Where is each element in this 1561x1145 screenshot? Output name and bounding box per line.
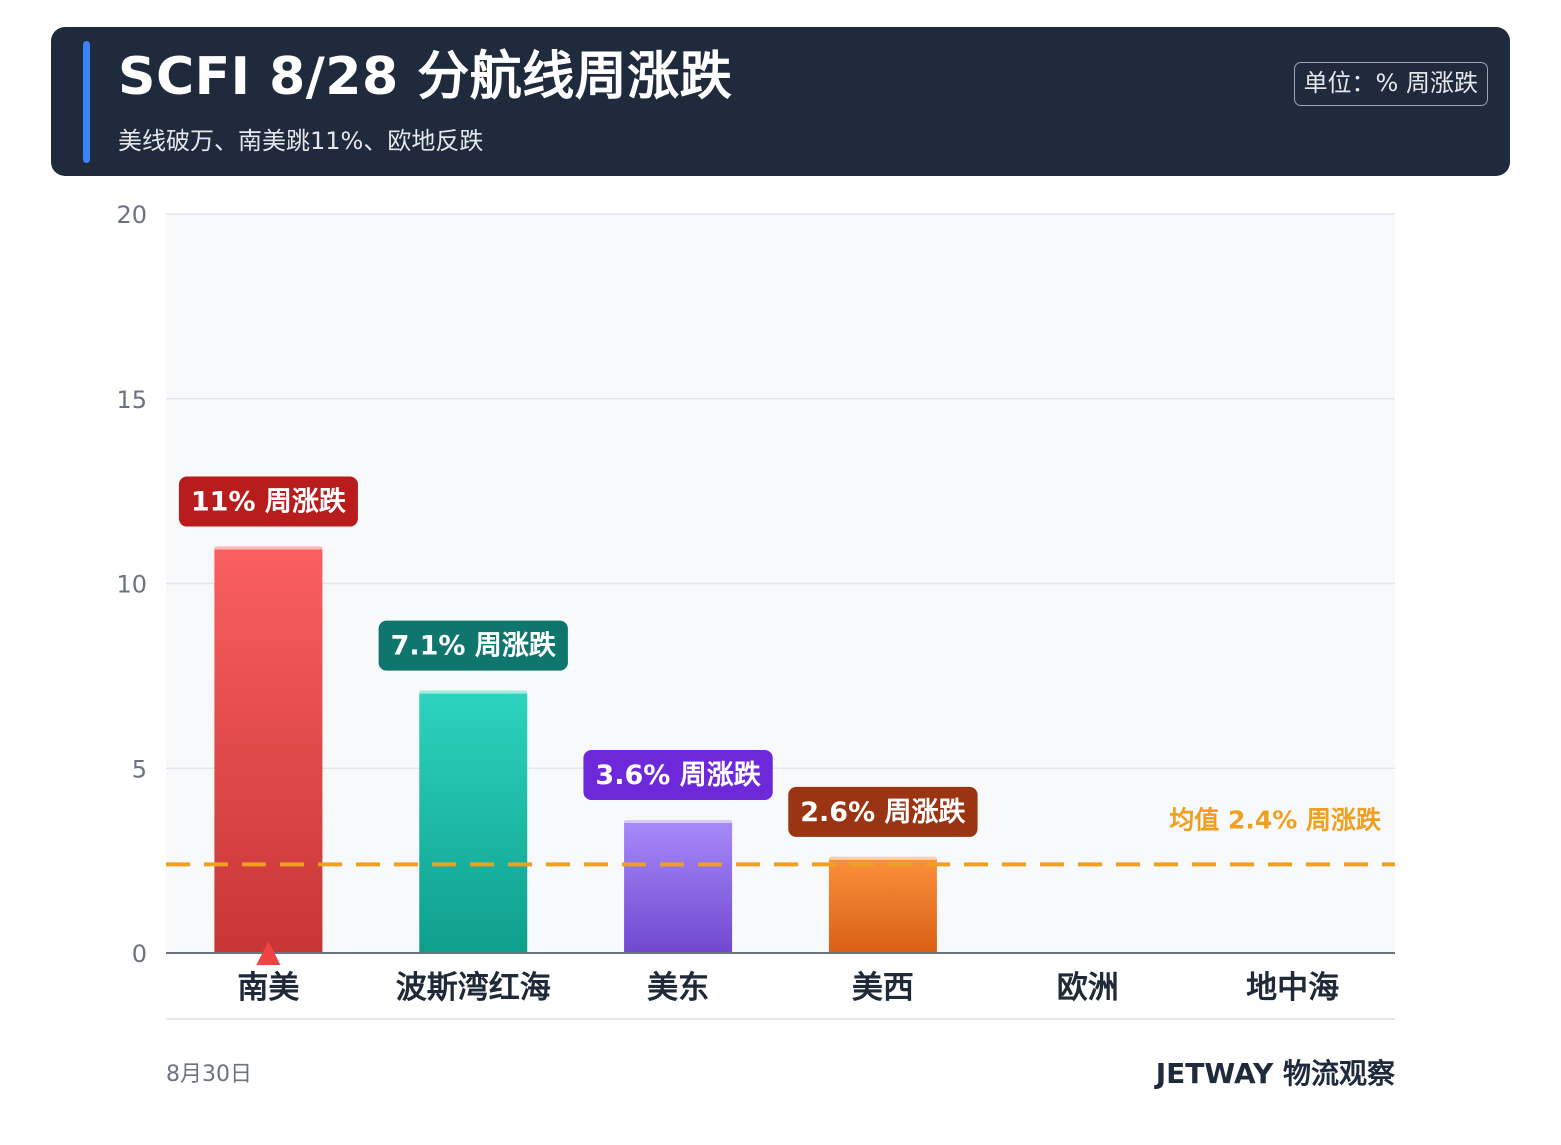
y-tick-label: 0 [132,940,147,968]
x-tick-label: 欧洲 [1057,970,1119,1006]
bar-top-highlight [419,690,528,694]
x-tick-label: 南美 [237,970,299,1006]
data-label: 11% 周涨跌 [191,487,346,518]
bar [214,546,323,953]
header-accent-bar [83,41,90,163]
bar-top-highlight [828,856,937,860]
footer-date: 8月30日 [166,1062,252,1087]
data-label: 2.6% 周涨跌 [800,797,965,828]
y-tick-label: 10 [116,571,147,599]
data-label-pill [378,620,568,671]
chart-title: SCFI 8/28 分航线周涨跌 [118,47,733,107]
y-tick-label: 20 [116,201,147,229]
y-tick-label: 15 [116,386,147,414]
y-tick-label: 5 [132,755,147,783]
x-tick-label: 美东 [647,970,709,1006]
data-label-pill [788,786,978,837]
bar-top-highlight [624,819,733,823]
chart-subtitle: 美线破万、南美跳11%、欧地反跌 [118,127,484,155]
bar [419,690,528,953]
data-label: 3.6% 周涨跌 [595,760,760,791]
x-tick-label: 波斯湾红海 [396,970,551,1006]
header-banner: SCFI 8/28 分航线周涨跌 美线破万、南美跳11%、欧地反跌 单位：% 周… [51,27,1510,176]
bar-top-highlight [214,546,323,550]
unit-badge: 单位：% 周涨跌 [1293,62,1488,106]
data-label-pill [178,476,358,527]
x-tick-label: 美西 [852,970,914,1006]
data-label-pill [583,749,773,800]
x-tick-label: 地中海 [1246,970,1339,1006]
data-label: 7.1% 周涨跌 [391,631,556,662]
bar [624,819,733,953]
bar [828,856,937,953]
footer-brand: JETWAY 物流观察 [1155,1057,1395,1090]
highlight-triangle-icon [256,941,281,965]
average-label: 均值 2.4% 周涨跌 [1169,805,1381,834]
